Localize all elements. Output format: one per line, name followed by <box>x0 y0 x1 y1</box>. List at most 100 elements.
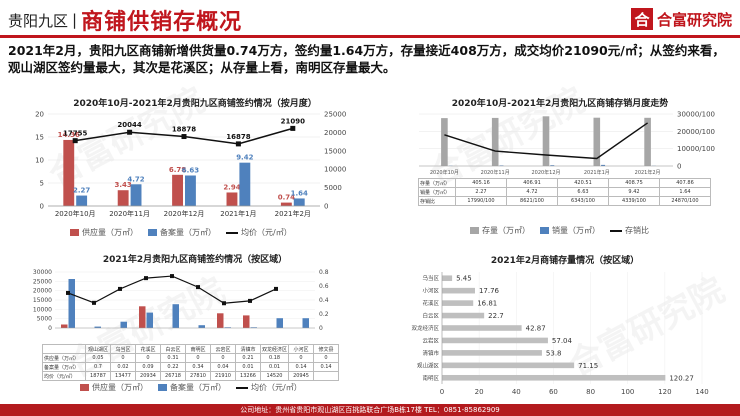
x-tick-label: 乌当区 <box>110 344 136 354</box>
table-cell: 405.16 <box>455 178 507 188</box>
table-cell: 0.05 <box>85 353 111 363</box>
table-cell: 1.64 <box>659 187 711 197</box>
data-label: 6.63 <box>182 167 199 175</box>
y-left-tick-label: 10 <box>35 157 44 165</box>
table-cell: 14520 <box>259 371 290 381</box>
point-price <box>196 285 200 290</box>
x-tick-label: 2021年1月 <box>584 169 610 176</box>
table-row: 存销比 17990/100 8621/100 6343/100 4339/100 2487… <box>418 196 711 206</box>
chart3-data-table: 观山湖区 乌当区 花溪区 白云区 南明区 云岩区 清镇市 双龙经济区 小河区 修文县 供应量（万㎡）… <box>42 344 340 381</box>
x-tick-label: 2021年2月 <box>275 209 311 218</box>
table-cell: 0.21 <box>235 353 261 363</box>
table-header-row: 观山湖区 乌当区 花溪区 白云区 南明区 云岩区 清镇市 双龙经济区 小河区 修文县 <box>42 344 340 354</box>
table-row-label: 销量（万㎡） <box>418 187 456 197</box>
bar-stock <box>442 312 485 319</box>
table-cell: 0 <box>210 353 236 363</box>
x-tick-label: 南明区 <box>185 344 211 354</box>
table-cell: 6.63 <box>557 187 609 197</box>
chart2-title: 2020年10月-2021年2月贵阳九区商铺存销月度走势 <box>451 99 669 109</box>
table-cell: 21910 <box>210 371 236 381</box>
legend-item-supply: 供应量（万㎡） <box>70 227 138 238</box>
table-row-label: 均价（元/㎡） <box>42 371 86 381</box>
table-cell: 2.27 <box>455 187 507 197</box>
table-cell: 0 <box>110 353 136 363</box>
page-header: 贵阳九区 | 商铺供销存概况 <box>8 6 242 35</box>
y-right-tick-label: 0 <box>319 325 323 332</box>
data-label: 9.42 <box>236 154 253 162</box>
point-price <box>181 134 187 140</box>
y-right-tick-label: 20000/100 <box>677 128 715 136</box>
table-row: 供应量（万㎡） 0.05 0 0 0.31 0 0 0.21 0.18 0 0 <box>42 353 340 363</box>
data-label: 16.81 <box>477 300 497 308</box>
legend-item-record: 备案量（万㎡） <box>148 227 216 238</box>
y-left-tick-label: 20 <box>35 111 44 119</box>
bar-stock <box>442 287 475 294</box>
point-price <box>127 129 133 135</box>
x-tick-label: 花溪区 <box>135 344 161 354</box>
table-cell: 0.14 <box>313 362 340 372</box>
table-cell: 27810 <box>185 371 211 381</box>
table-row: 存量（万㎡） 405.16 406.91 420.51 408.75 407.86 <box>418 178 711 188</box>
y-right-tick-label: 25000 <box>324 111 346 119</box>
table-corner <box>42 344 86 354</box>
bar-stock <box>441 118 448 166</box>
table-cell: 13266 <box>235 371 261 381</box>
point-price <box>92 300 96 305</box>
table-cell: 8621/100 <box>506 196 558 206</box>
table-cell: 20934 <box>135 371 161 381</box>
bar-stock <box>491 117 499 166</box>
bar-record <box>185 175 196 206</box>
legend-item-sales: 销量（万㎡） <box>540 225 600 236</box>
table-cell: 0.01 <box>235 362 261 372</box>
bar-record <box>68 279 75 328</box>
data-label: 2.27 <box>73 187 90 195</box>
x-tick-label: 120 <box>658 388 671 396</box>
table-cell: 0.31 <box>160 353 186 363</box>
y-left-tick-label: 0 <box>40 203 44 211</box>
summary-text: 2021年2月，贵阳九区商铺新增供货量0.74万方，签约量1.64万方，存量接近… <box>8 43 725 75</box>
data-label: 4.72 <box>127 175 144 183</box>
chart3-title: 2021年2月贵阳九区商铺签约情况（按区域） <box>102 255 288 265</box>
data-label: 2.94 <box>223 183 240 191</box>
x-tick-label: 2020年10月 <box>430 169 459 176</box>
bar-record <box>76 195 88 206</box>
chart2-data-table: 存量（万㎡） 405.16 406.91 420.51 408.75 407.86 销量（万… <box>418 178 711 206</box>
bar-supply <box>139 306 146 328</box>
bar-record <box>293 198 305 206</box>
chart1-title: 2020年10月-2021年2月贵阳九区商铺签约情况（按月度） <box>73 99 317 109</box>
point-price <box>66 290 70 295</box>
data-label: 1.64 <box>291 189 308 197</box>
point-price <box>290 125 296 131</box>
data-label: 42.87 <box>526 325 546 333</box>
y-left-tick-label: 30000 <box>33 269 52 276</box>
table-row: 备案量（万㎡） 0.7 0.02 0.09 0.22 0.34 0.04 0.01 0.01 0.… <box>42 362 340 372</box>
bar-record <box>94 326 101 328</box>
table-cell: 0 <box>185 353 211 363</box>
bar-stock <box>593 117 601 166</box>
table-row-label: 供应量（万㎡） <box>42 353 86 363</box>
table-cell: 0 <box>288 353 315 363</box>
bar-record <box>239 162 251 206</box>
point-price <box>235 141 241 147</box>
x-tick-label: 清镇市 <box>235 344 261 354</box>
data-label: 71.15 <box>578 362 598 370</box>
y-tick-label: 小河区 <box>422 287 439 295</box>
chart4-district-inventory: 0 20 40 60 80 100 120 140 乌当区 5.45 小河区 17.76 花溪区 16.8… <box>411 272 709 396</box>
chart2-legend: 存量（万㎡） 销量（万㎡） 存销比 <box>470 225 720 236</box>
table-cell: 0.09 <box>135 362 161 372</box>
table-cell: 0.14 <box>288 362 315 372</box>
bar-record <box>130 184 142 206</box>
bar-supply <box>172 174 183 206</box>
bar-stock <box>442 350 542 356</box>
bar-supply <box>226 192 238 206</box>
table-cell: 6343/100 <box>557 196 609 206</box>
data-label: 6.78 <box>169 166 186 174</box>
table-cell: 406.91 <box>506 178 558 188</box>
table-cell: 18787 <box>85 371 111 381</box>
y-left-tick-label: 20000 <box>33 288 52 295</box>
y-tick-label: 观山湖区 <box>417 361 440 369</box>
footer-address: 公司地址：贵州省贵阳市观山湖区百挑路联合广场B栋17楼 TEL：0851-858… <box>0 404 740 416</box>
region-label: 贵阳九区 <box>8 11 69 30</box>
table-cell: 0.7 <box>85 362 111 372</box>
table-cell: 20945 <box>288 371 315 381</box>
